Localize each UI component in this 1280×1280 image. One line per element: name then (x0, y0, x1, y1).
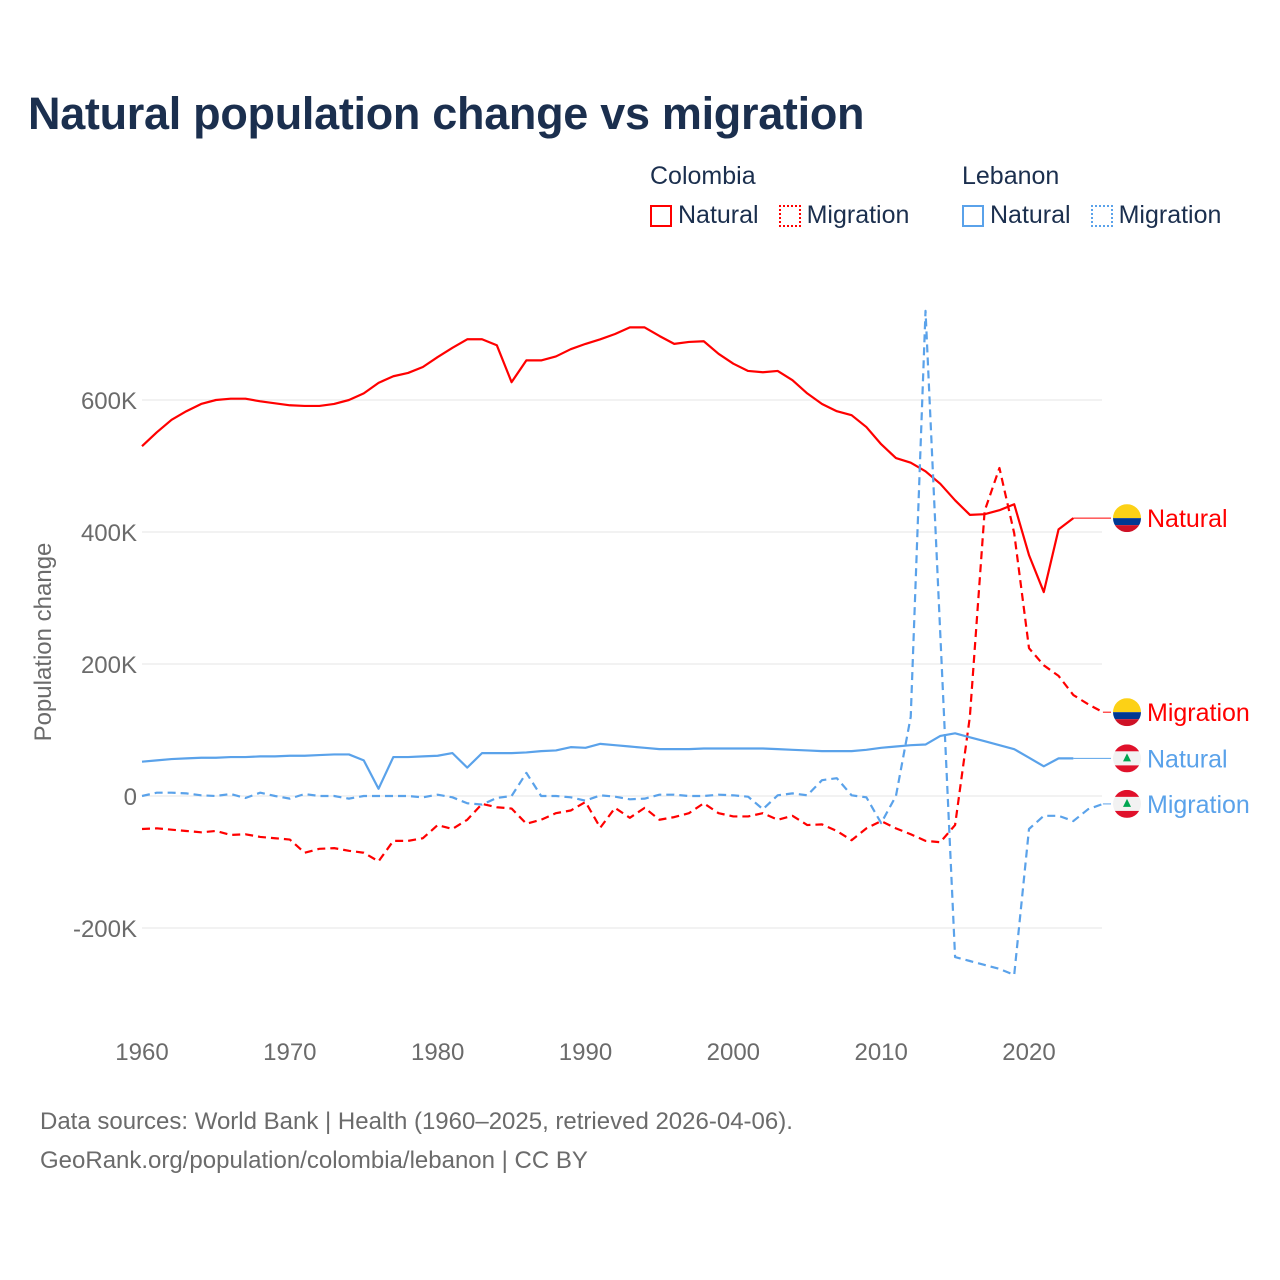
colombia-flag-icon (1113, 504, 1141, 533)
x-tick-label: 1980 (411, 1039, 464, 1066)
footer-sources: Data sources: World Bank | Health (1960–… (40, 1108, 793, 1135)
x-tick-label: 2010 (854, 1039, 907, 1066)
y-tick-label: 200K (81, 652, 137, 679)
legend-swatch-dotted (778, 204, 801, 227)
footer-attribution: GeoRank.org/population/colombia/lebanon … (40, 1147, 588, 1174)
chart-title: Natural population change vs migration (28, 88, 865, 139)
legend-swatch-solid (962, 204, 984, 227)
series-line-colombia-natural (141, 326, 1075, 594)
lebanon-flag-icon (1113, 744, 1141, 773)
legend-item-lebanon-migration[interactable]: Migration (1090, 201, 1222, 230)
x-tick-label: 1990 (559, 1039, 612, 1066)
series-line-colombia-migration (141, 466, 1104, 863)
y-tick-label: -200K (73, 916, 137, 943)
y-axis-label: Population change (30, 543, 57, 742)
legend-swatch-solid (650, 204, 672, 227)
legend-label: Natural (990, 201, 1071, 229)
colombia-flag-icon (1113, 698, 1141, 727)
x-tick-label: 2020 (1002, 1039, 1055, 1066)
legend-group-label: Colombia (650, 162, 756, 190)
x-tick-label: 1960 (115, 1039, 168, 1066)
series-line-lebanon-migration (141, 309, 1104, 976)
legend-item-colombia-migration[interactable]: Migration (778, 201, 910, 230)
y-tick-label: 600K (81, 388, 137, 415)
end-label-lebanon-natural: Natural (1147, 745, 1228, 773)
legend-label: Natural (678, 201, 759, 229)
legend-label: Migration (806, 201, 910, 229)
end-label-lebanon-migration: Migration (1147, 791, 1250, 819)
x-tick-label: 1970 (263, 1039, 316, 1066)
legend-group-lebanon: Lebanon Natural Migration (962, 162, 1221, 230)
y-tick-label: 400K (81, 520, 137, 547)
legend-item-colombia-natural[interactable]: Natural (650, 201, 759, 230)
legend-swatch-dotted (1090, 204, 1113, 227)
legend-group-colombia: Colombia Natural Migration (650, 162, 909, 230)
x-tick-label: 2000 (707, 1039, 760, 1066)
legend-label: Migration (1118, 201, 1222, 229)
lebanon-flag-icon (1113, 789, 1141, 818)
series-line-lebanon-natural (141, 732, 1074, 790)
legend-group-label: Lebanon (962, 162, 1060, 190)
end-label-colombia-migration: Migration (1147, 699, 1250, 727)
end-label-colombia-natural: Natural (1147, 505, 1228, 533)
legend-item-lebanon-natural[interactable]: Natural (962, 201, 1071, 230)
y-tick-label: 0 (124, 784, 137, 811)
